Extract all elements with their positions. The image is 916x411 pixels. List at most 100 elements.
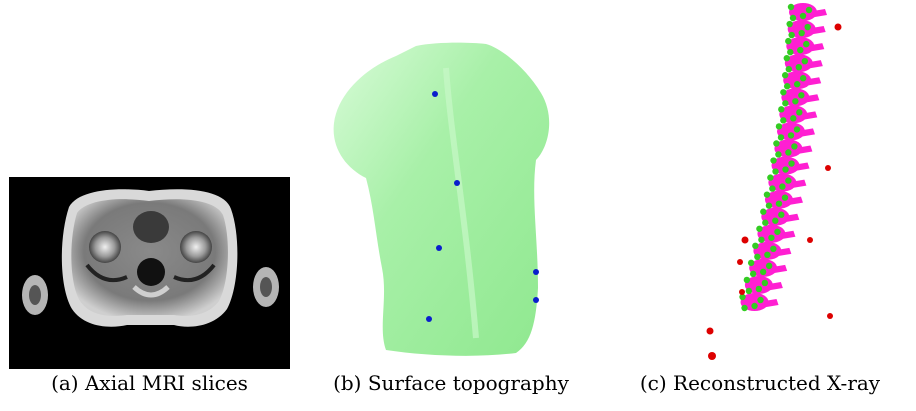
vertebra-landmark xyxy=(761,279,769,287)
vertebra-landmark xyxy=(780,89,787,96)
vertebra-landmark xyxy=(790,115,797,122)
vertebra-landmark xyxy=(781,194,789,201)
vertebra-process xyxy=(799,94,820,104)
vertebra-landmark xyxy=(765,202,773,209)
vertebra-landmark xyxy=(770,157,777,164)
outlier-point xyxy=(706,327,714,335)
vertebra-landmark xyxy=(743,276,751,284)
vertebra-landmark xyxy=(781,72,789,79)
vertebra-landmark xyxy=(804,23,811,31)
vertebra-landmark xyxy=(778,211,785,218)
vertebra-process xyxy=(779,213,800,223)
vertebra-process xyxy=(794,128,815,138)
vertebra-process xyxy=(802,60,823,70)
vertebra-process xyxy=(804,43,825,53)
vertebra-landmark xyxy=(768,234,775,241)
surface-landmark xyxy=(533,297,539,303)
vertebra-landmark xyxy=(749,270,757,278)
vertebra-landmark xyxy=(764,251,771,259)
vertebra-landmark xyxy=(756,225,763,232)
vertebra-landmark xyxy=(778,106,785,113)
vertebra-landmark xyxy=(801,57,809,65)
vertebra-landmark xyxy=(775,200,783,207)
vertebra-landmark xyxy=(752,242,759,250)
vertebra-landmark xyxy=(762,219,769,226)
vertebra-landmark xyxy=(775,123,783,130)
vertebra-landmark xyxy=(772,168,779,175)
vertebra-landmark xyxy=(770,245,777,253)
vertebra-landmark xyxy=(769,185,776,192)
outlier-point xyxy=(737,259,743,265)
vertebra-process xyxy=(758,299,779,308)
outlier-point xyxy=(827,313,833,319)
outlier-point xyxy=(807,237,813,243)
vertebra-landmark xyxy=(788,31,795,39)
vertebra-process xyxy=(771,247,792,257)
vertebra-landmark xyxy=(754,253,761,261)
caption-c: (c) Reconstructed X-ray xyxy=(639,371,881,395)
vertebra-landmark xyxy=(767,174,774,181)
vertebra-landmark xyxy=(782,100,789,107)
vertebra-landmark xyxy=(805,6,813,14)
mri-axial-slice-image xyxy=(9,177,290,369)
outlier-point xyxy=(741,236,749,244)
vertebra-landmark xyxy=(758,236,765,243)
vertebra-landmark xyxy=(739,293,746,301)
vertebra-landmark xyxy=(791,143,798,150)
vertebra-process xyxy=(782,196,803,206)
vertebra-landmark xyxy=(787,3,795,11)
outlier-point xyxy=(739,289,745,295)
vertebra-landmark xyxy=(763,191,771,198)
vertebra-landmark xyxy=(782,166,789,173)
vertebra-landmark xyxy=(773,140,780,147)
vertebra-landmark xyxy=(795,63,803,71)
vertebra-landmark xyxy=(759,268,767,276)
surface-landmark xyxy=(454,180,460,186)
vertebra-landmark xyxy=(796,109,803,116)
vertebra-landmark xyxy=(798,92,805,99)
vertebra-process xyxy=(786,179,807,189)
vertebra-landmark xyxy=(745,287,753,295)
vertebra-landmark xyxy=(788,160,795,167)
vertebra-landmark xyxy=(755,285,763,293)
vertebra-landmark xyxy=(774,228,781,235)
vertebra-landmark xyxy=(779,183,786,190)
outlier-point xyxy=(825,165,831,171)
vertebra-landmark xyxy=(783,54,791,62)
vertebra-landmark xyxy=(775,151,782,158)
vertebra-landmark xyxy=(747,259,755,267)
vertebra-landmark xyxy=(772,217,779,224)
vertebra-landmark xyxy=(799,12,807,20)
vertebra-landmark xyxy=(785,149,792,156)
vertebra-landmark xyxy=(787,132,795,139)
vertebra-landmark xyxy=(783,83,791,90)
vertebra-process xyxy=(801,77,822,87)
caption-b: (b) Surface topography xyxy=(333,371,569,395)
vertebra-process xyxy=(762,281,783,291)
vertebra-landmark xyxy=(741,304,748,312)
vertebra-landmark xyxy=(792,98,799,105)
vertebra-process xyxy=(775,230,796,240)
vertebra-landmark xyxy=(793,81,801,88)
vertebra-process xyxy=(792,145,813,155)
vertebra-landmark xyxy=(785,65,793,73)
surface-landmark xyxy=(432,91,438,97)
vertebra-process xyxy=(797,111,818,121)
vertebra-process xyxy=(807,9,827,18)
surface-landmark xyxy=(533,269,539,275)
torso-surface-render xyxy=(333,42,550,356)
caption-a: (a) Axial MRI slices xyxy=(51,371,248,395)
outlier-point xyxy=(708,352,716,360)
vertebra-landmark xyxy=(780,117,787,124)
surface-landmark xyxy=(436,245,442,251)
vertebra-process xyxy=(789,162,810,172)
vertebra-landmark xyxy=(786,20,793,28)
vertebra-landmark xyxy=(793,126,801,133)
surface-landmark xyxy=(426,316,432,322)
vertebra-process xyxy=(805,26,826,36)
vertebra-landmark xyxy=(803,40,810,48)
vertebra-landmark xyxy=(785,37,792,45)
outlier-point xyxy=(834,23,842,31)
vertebra-landmark xyxy=(787,48,794,56)
vertebra-landmark xyxy=(798,29,805,37)
